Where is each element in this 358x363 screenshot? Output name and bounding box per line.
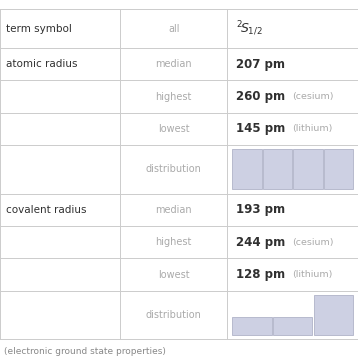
Text: term symbol: term symbol xyxy=(6,24,72,33)
Text: covalent radius: covalent radius xyxy=(6,205,87,215)
Text: $^2\!S_{1/2}$: $^2\!S_{1/2}$ xyxy=(236,19,263,38)
Text: distribution: distribution xyxy=(146,310,202,320)
Bar xyxy=(293,150,323,189)
Text: (lithium): (lithium) xyxy=(292,125,332,133)
Bar xyxy=(232,150,262,189)
Text: median: median xyxy=(155,59,192,69)
Bar xyxy=(263,150,292,189)
Text: (lithium): (lithium) xyxy=(292,270,332,279)
Text: 260 pm: 260 pm xyxy=(236,90,285,103)
Bar xyxy=(324,150,353,189)
Text: (electronic ground state properties): (electronic ground state properties) xyxy=(4,347,166,356)
Text: (cesium): (cesium) xyxy=(292,238,333,247)
Bar xyxy=(314,295,353,335)
Text: 193 pm: 193 pm xyxy=(236,203,285,216)
Text: 244 pm: 244 pm xyxy=(236,236,286,249)
Text: all: all xyxy=(168,24,179,33)
Text: 207 pm: 207 pm xyxy=(236,58,285,71)
Text: highest: highest xyxy=(155,237,192,247)
Text: 128 pm: 128 pm xyxy=(236,268,285,281)
Text: distribution: distribution xyxy=(146,164,202,174)
Text: 145 pm: 145 pm xyxy=(236,122,286,135)
Text: lowest: lowest xyxy=(158,124,189,134)
Text: atomic radius: atomic radius xyxy=(6,59,78,69)
Text: lowest: lowest xyxy=(158,270,189,280)
Text: median: median xyxy=(155,205,192,215)
Text: highest: highest xyxy=(155,91,192,102)
Bar xyxy=(232,317,271,335)
Bar xyxy=(273,317,312,335)
Text: (cesium): (cesium) xyxy=(292,92,333,101)
